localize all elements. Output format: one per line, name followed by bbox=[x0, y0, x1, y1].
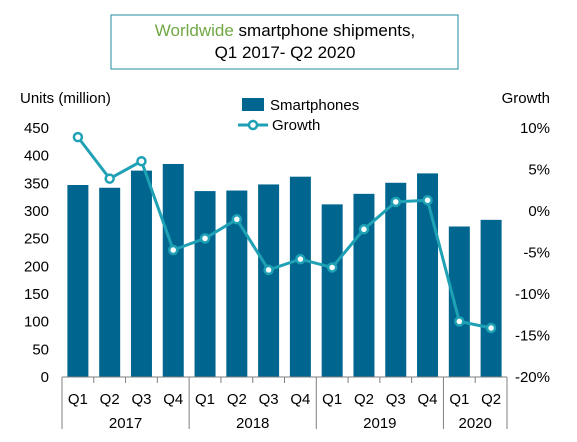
point-growth bbox=[168, 244, 179, 256]
right-tick-label: -15% bbox=[515, 328, 550, 345]
year-label: 2019 bbox=[363, 415, 396, 432]
right-tick-label: -10% bbox=[515, 286, 550, 303]
x-tick-label: Q4 bbox=[418, 391, 438, 408]
x-tick-label: Q2 bbox=[354, 391, 374, 408]
legend-swatch-smartphones bbox=[242, 98, 264, 111]
legend-label-growth: Growth bbox=[272, 117, 320, 134]
chart-title-highlight: Worldwide bbox=[155, 21, 234, 40]
bar-smartphones bbox=[226, 190, 248, 377]
left-tick-label: 150 bbox=[24, 286, 49, 303]
year-label: 2020 bbox=[459, 415, 492, 432]
point-growth bbox=[358, 224, 370, 235]
title-box bbox=[110, 14, 459, 70]
point-growth bbox=[326, 262, 338, 273]
legend-marker-growth bbox=[247, 119, 259, 131]
point-growth bbox=[390, 196, 401, 208]
left-tick-label: 350 bbox=[24, 175, 49, 192]
left-tick-label: 0 bbox=[41, 369, 49, 386]
plot-area: 0 50 100 150 200 250 300 350 400 450 10% 5% 0% -5% -10… bbox=[24, 120, 550, 432]
right-axis-title: Growth bbox=[502, 90, 550, 107]
x-tick-label: Q1 bbox=[195, 391, 215, 408]
bar-smartphones bbox=[162, 163, 184, 377]
right-tick-label: 5% bbox=[528, 162, 550, 179]
x-tick-label: Q1 bbox=[449, 391, 469, 408]
bar-smartphones bbox=[258, 184, 280, 377]
bar-smartphones bbox=[321, 204, 343, 377]
x-tick-label: Q4 bbox=[163, 391, 183, 408]
bar-smartphones bbox=[385, 182, 407, 377]
chart-title-line2: Q1 2017- Q2 2020 bbox=[215, 43, 356, 62]
legend-label-smartphones: Smartphones bbox=[270, 97, 359, 114]
point-growth bbox=[295, 253, 306, 265]
bar-smartphones bbox=[353, 193, 375, 377]
chart-title: Worldwide smartphone shipments, bbox=[155, 21, 415, 40]
point-growth bbox=[454, 316, 465, 327]
point-growth bbox=[72, 131, 84, 143]
left-tick-label: 200 bbox=[24, 258, 49, 275]
left-tick-label: 50 bbox=[32, 341, 49, 358]
x-tick-label: Q2 bbox=[227, 391, 247, 408]
right-tick-label: -5% bbox=[523, 245, 550, 262]
left-tick-label: 400 bbox=[24, 148, 49, 165]
year-label: 2018 bbox=[236, 415, 269, 432]
point-growth bbox=[263, 264, 274, 276]
bar-smartphones bbox=[448, 226, 470, 377]
point-growth bbox=[231, 214, 243, 225]
x-tick-label: Q3 bbox=[131, 391, 151, 408]
point-growth bbox=[422, 194, 433, 206]
left-tick-label: 100 bbox=[24, 314, 49, 331]
right-tick-label: 10% bbox=[520, 120, 550, 137]
left-axis-title: Units (million) bbox=[20, 90, 111, 107]
chart-title-rest: smartphone shipments, bbox=[234, 21, 415, 40]
x-tick-label: Q3 bbox=[259, 391, 279, 408]
left-tick-label: 250 bbox=[24, 231, 49, 248]
x-tick-label: Q4 bbox=[290, 391, 310, 408]
bar-smartphones bbox=[67, 184, 89, 377]
bar-smartphones bbox=[130, 170, 152, 377]
point-growth bbox=[136, 155, 147, 167]
bar-smartphones bbox=[194, 191, 216, 377]
x-tick-label: Q2 bbox=[481, 391, 501, 408]
x-tick-label: Q1 bbox=[322, 391, 342, 408]
line-growth bbox=[76, 136, 492, 330]
left-tick-label: 450 bbox=[24, 120, 49, 137]
bar-smartphones bbox=[289, 176, 311, 377]
bar-smartphones bbox=[480, 219, 502, 377]
x-tick-label: Q1 bbox=[68, 391, 88, 408]
x-tick-label: Q3 bbox=[386, 391, 406, 408]
bar-smartphones bbox=[99, 187, 121, 377]
point-growth bbox=[199, 233, 211, 244]
point-growth bbox=[485, 322, 497, 334]
point-growth bbox=[104, 173, 115, 184]
left-tick-label: 300 bbox=[24, 203, 49, 220]
x-tick-label: Q2 bbox=[100, 391, 120, 408]
right-tick-label: 0% bbox=[528, 203, 550, 220]
right-tick-label: -20% bbox=[515, 369, 550, 386]
year-label: 2017 bbox=[109, 415, 142, 432]
